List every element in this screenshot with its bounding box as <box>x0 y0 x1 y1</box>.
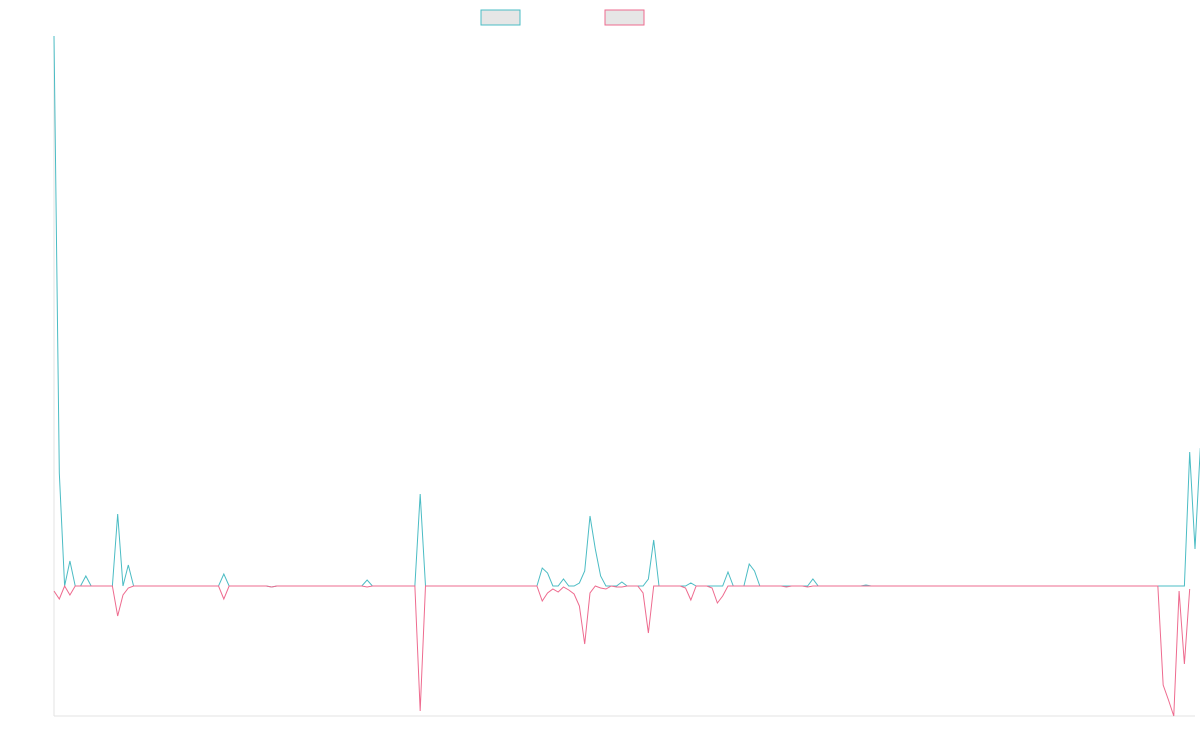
axes <box>53 36 1195 717</box>
series-line-2 <box>53 584 1191 717</box>
series-group <box>53 35 1200 717</box>
legend-swatch-2[interactable] <box>604 9 645 26</box>
legend-swatch-1[interactable] <box>480 9 521 26</box>
legend <box>480 9 645 26</box>
series-line-1 <box>53 35 1200 588</box>
